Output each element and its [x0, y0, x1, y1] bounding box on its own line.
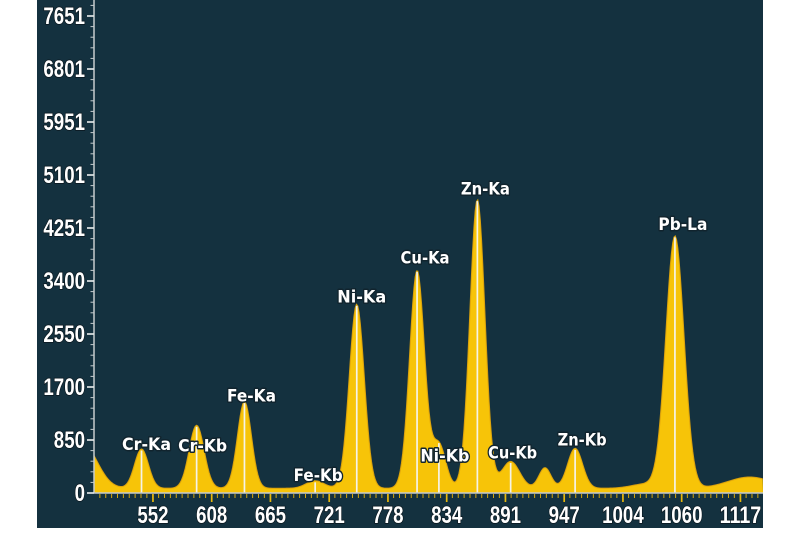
x-tick-label: 1060 — [661, 502, 703, 529]
x-tick-label: 721 — [314, 502, 345, 529]
peak-label-cu-kb: Cu-Kb — [488, 443, 537, 463]
y-tick-label: 5101 — [43, 162, 85, 189]
x-tick-label: 891 — [490, 502, 521, 529]
peak-label-cr-kb: Cr-Kb — [178, 436, 227, 456]
peak-label-ni-kb: Ni-Kb — [420, 447, 469, 467]
peak-label-fe-ka: Fe-Ka — [227, 387, 276, 407]
x-tick-label: 834 — [431, 502, 463, 529]
x-tick-label: 1004 — [602, 502, 644, 529]
spectrum-area — [94, 199, 763, 494]
chart-panel — [37, 0, 763, 528]
y-tick-label: 4251 — [43, 215, 85, 242]
y-tick-label: 850 — [54, 427, 85, 454]
y-tick-label: 7651 — [43, 3, 85, 30]
x-tick-label: 552 — [137, 502, 168, 529]
peak-label-zn-kb: Zn-Kb — [558, 430, 607, 450]
peak-label-fe-kb: Fe-Kb — [294, 466, 343, 486]
spectrum-edge-line — [93, 198, 763, 489]
x-tick-label: 665 — [255, 502, 286, 529]
x-tick-label: 778 — [372, 502, 403, 529]
x-tick-label: 1117 — [720, 502, 762, 529]
peak-label-zn-ka: Zn-Ka — [461, 180, 510, 200]
peak-label-cr-ka: Cr-Ka — [122, 435, 171, 455]
y-tick-label: 3400 — [43, 268, 85, 295]
peak-label-pb-la: Pb-La — [658, 215, 707, 235]
peak-label-ni-ka: Ni-Ka — [337, 287, 386, 307]
y-tick-label: 0 — [75, 480, 85, 507]
peak-label-cu-ka: Cu-Ka — [401, 248, 450, 268]
y-tick-label: 5951 — [43, 109, 85, 136]
y-tick-label: 2550 — [43, 321, 85, 348]
y-tick-label: 6801 — [43, 56, 85, 83]
x-tick-label: 608 — [196, 502, 227, 529]
y-tick-label: 1700 — [43, 374, 85, 401]
x-tick-label: 947 — [549, 502, 580, 529]
